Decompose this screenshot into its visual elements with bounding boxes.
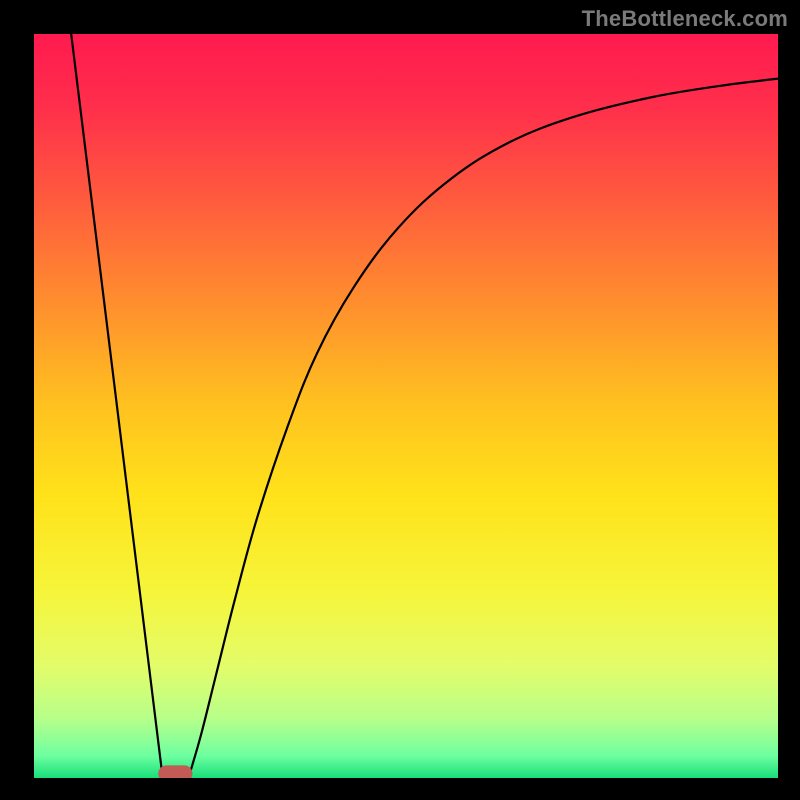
watermark-text: TheBottleneck.com bbox=[582, 6, 788, 32]
plot-area bbox=[34, 34, 778, 778]
marker-group bbox=[158, 765, 192, 778]
gradient-background bbox=[34, 34, 778, 778]
optimum-marker bbox=[158, 765, 192, 778]
chart-svg bbox=[34, 34, 778, 778]
figure-root: TheBottleneck.com bbox=[0, 0, 800, 800]
